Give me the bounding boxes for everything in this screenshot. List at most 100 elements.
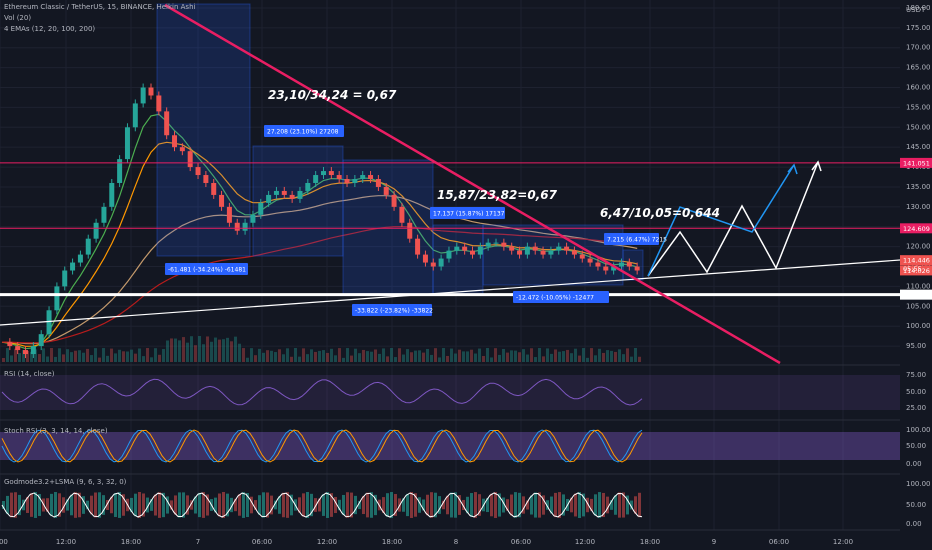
volume-bar: [190, 336, 193, 362]
candle: [203, 175, 209, 183]
candle: [219, 194, 225, 207]
projection-blue: [647, 164, 795, 277]
godmode-bar: [66, 499, 69, 511]
godmode-bar: [198, 492, 201, 518]
measure-box: [342, 159, 434, 296]
candle: [187, 151, 193, 168]
godmode-bar: [522, 496, 525, 514]
godmode-bar: [106, 500, 109, 510]
godmode-bar: [570, 497, 573, 513]
candle: [587, 258, 593, 263]
volume-bar: [26, 351, 29, 362]
volume-bar: [274, 352, 277, 362]
candle: [266, 194, 272, 203]
volume-bar: [474, 353, 477, 362]
volume-bar: [50, 348, 53, 362]
godmode-bar: [538, 492, 541, 518]
volume-bar: [166, 340, 169, 362]
godmode-bar: [306, 492, 309, 518]
measure-label-1-bg: [264, 125, 344, 137]
volume-bar: [194, 345, 197, 362]
x-tick-label: 12:00: [317, 538, 337, 546]
godmode-bar: [90, 495, 93, 515]
candle: [242, 222, 248, 231]
volume-bar: [562, 351, 565, 362]
measure-label-4-bg: [352, 304, 432, 316]
godmode-bar: [298, 497, 301, 513]
candle: [179, 147, 185, 152]
volume-bar: [318, 350, 321, 362]
godmode-bar: [46, 498, 49, 512]
candles: [7, 83, 640, 359]
candle: [368, 175, 374, 180]
godmode-tick: 50.00: [906, 501, 926, 509]
rsi-tick: 25.00: [906, 404, 926, 412]
arrow-head-blue: [787, 163, 798, 175]
godmode-bar: [550, 496, 553, 514]
godmode-bar: [558, 492, 561, 518]
price-tag-114: 114.026: [903, 267, 930, 275]
y-tick-label: 155.00: [906, 103, 931, 111]
godmode-bar: [382, 497, 385, 513]
candle: [618, 262, 624, 267]
godmode-bar: [118, 492, 121, 518]
candle: [634, 266, 640, 271]
candle: [485, 242, 491, 247]
x-tick-label: 06:00: [252, 538, 272, 546]
godmode-line: [1, 492, 643, 518]
volume-bar: [398, 348, 401, 362]
volume-bar: [362, 349, 365, 362]
volume-bar: [478, 348, 481, 362]
y-tick-label: 145.00: [906, 143, 931, 151]
volume-bar: [438, 357, 441, 362]
godmode-bar: [346, 492, 349, 518]
godmode-bar: [342, 494, 345, 516]
volume-bar: [574, 348, 577, 362]
volume-bar: [570, 353, 573, 362]
candle: [101, 206, 107, 223]
volume-bar: [446, 355, 449, 362]
volume-bar: [290, 356, 293, 362]
y-tick-label: 105.00: [906, 302, 931, 310]
godmode-bar: [562, 494, 565, 516]
godmode-bar: [230, 497, 233, 513]
volume-bar: [378, 353, 381, 362]
ema-line: [1, 225, 638, 344]
price-tag-114-bg: [900, 265, 932, 276]
candle: [195, 167, 201, 176]
volume-bar: [450, 348, 453, 362]
stoch-tick: 0.00: [906, 460, 922, 468]
volume-bar: [198, 336, 201, 362]
godmode-bar: [410, 492, 413, 518]
godmode-bar: [434, 492, 437, 518]
godmode-bar: [190, 500, 193, 510]
candle: [38, 334, 44, 347]
volume-bar: [202, 344, 205, 362]
volume-bar: [410, 352, 413, 362]
volume-bar: [130, 349, 133, 362]
volume-bar: [146, 348, 149, 362]
godmode-bar: [542, 495, 545, 515]
rsi-label: RSI (14, close): [4, 370, 55, 378]
candle: [399, 206, 405, 223]
measure-label-3: 17.137 (15.87%) 17137: [433, 211, 505, 218]
price-tag-107: 107.930: [903, 291, 930, 299]
rsi-tick: 50.00: [906, 388, 926, 396]
volume-bar: [514, 350, 517, 362]
volume-bar: [286, 348, 289, 362]
godmode-bar: [422, 499, 425, 511]
volume-bar: [306, 354, 309, 362]
price-tag-124: 124.609: [903, 225, 930, 233]
godmode-bar: [554, 492, 557, 518]
godmode-bar: [274, 500, 277, 510]
measure-box: [156, 3, 251, 257]
volume-bar: [622, 354, 625, 362]
volume-bar: [490, 357, 493, 362]
godmode-bar: [518, 492, 521, 518]
candle: [430, 262, 436, 267]
godmode-bar: [258, 495, 261, 515]
godmode-bar: [454, 492, 457, 518]
godmode-bar: [430, 492, 433, 518]
volume-bar: [94, 348, 97, 362]
